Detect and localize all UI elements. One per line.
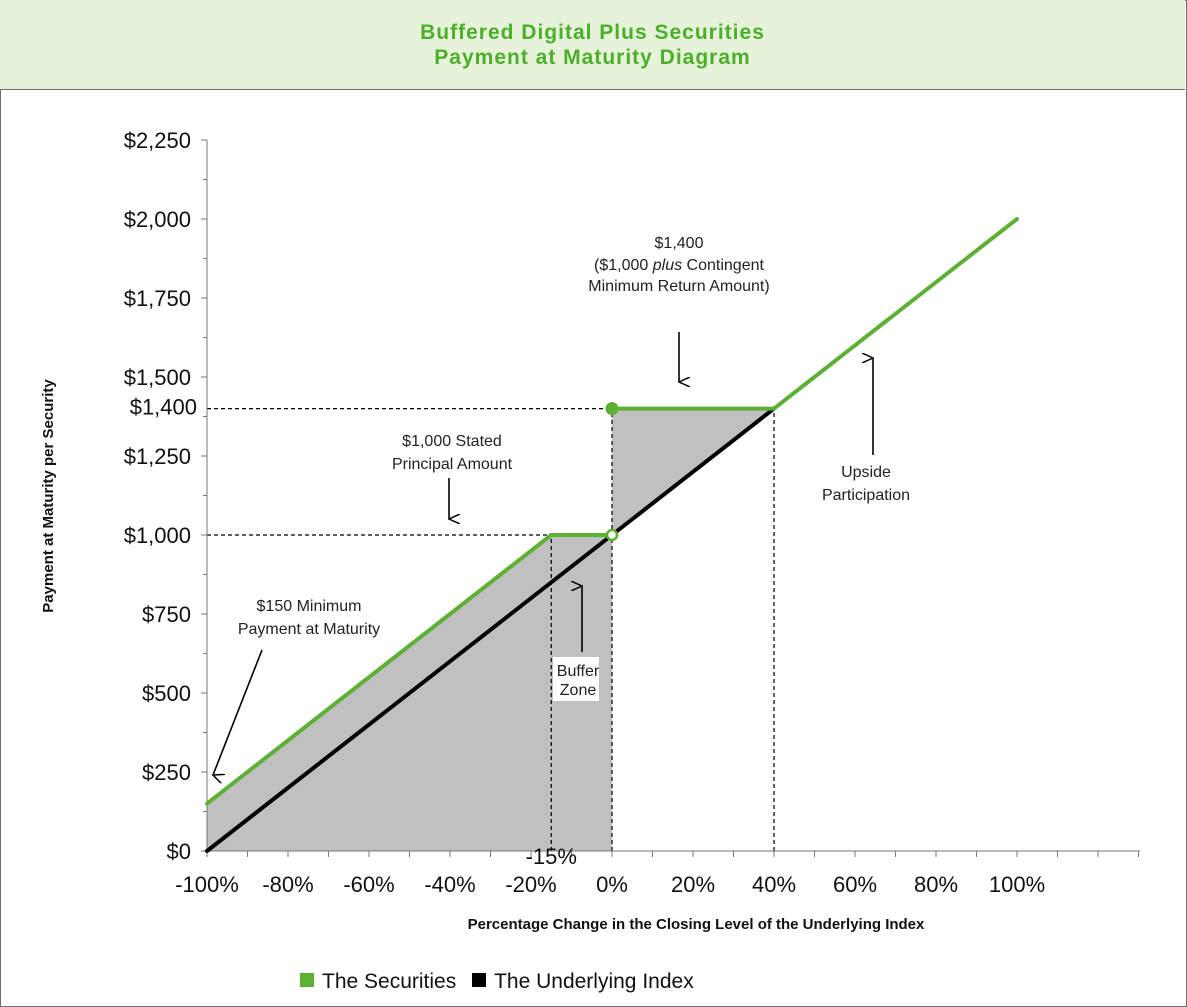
series-line-underlying-index: [205, 406, 776, 853]
annotation-buffer-zone: Buffer Zone: [553, 586, 600, 701]
x-tick-label: 20%: [671, 872, 715, 897]
x-tick-label: -40%: [424, 872, 475, 897]
annotation-contingent-line2: ($1,000 plus Contingent: [594, 257, 764, 274]
x-extra-label: -15%: [526, 844, 577, 869]
y-tick-label: $250: [142, 760, 191, 785]
legend-label-index: The Underlying Index: [494, 970, 694, 993]
x-tick-label: 60%: [833, 872, 877, 897]
x-tick-label: -80%: [262, 872, 313, 897]
x-tick-label: 0%: [596, 872, 628, 897]
y-extra-label: $1,400: [130, 395, 197, 420]
annotation-contingent-line3: Minimum Return Amount): [588, 278, 769, 295]
annotation-stated-principal-line2: Principal Amount: [392, 456, 513, 473]
y-tick-label: $0: [167, 839, 191, 864]
annotation-buffer-zone-line2: Zone: [560, 682, 597, 699]
annotation-contingent-line1: $1,400: [655, 235, 704, 252]
chart-legend: The Securities The Underlying Index: [300, 970, 704, 994]
annotation-stated-principal: $1,000 Stated Principal Amount: [392, 433, 513, 519]
y-axis-label: Payment at Maturity per Security: [40, 379, 57, 613]
annotation-min-payment-line2: Payment at Maturity: [238, 621, 380, 638]
y-tick-label: $1,750: [124, 286, 191, 311]
chart-subtitle: Payment at Maturity Diagram: [434, 46, 751, 69]
annotation-upside-line1: Upside: [841, 464, 891, 481]
x-tick-label: -60%: [343, 872, 394, 897]
y-tick-label: $500: [142, 681, 191, 706]
annotation-stated-principal-line1: $1,000 Stated: [402, 433, 502, 450]
annotation-contingent: $1,400 ($1,000 plus Contingent Minimum R…: [588, 235, 770, 382]
chart-header: Buffered Digital Plus Securities Payment…: [0, 0, 1185, 90]
x-tick-label: 100%: [989, 872, 1045, 897]
x-tick-label: -20%: [505, 872, 556, 897]
annotation-upside: Upside Participation: [822, 358, 910, 504]
y-tick-label: $2,000: [124, 207, 191, 232]
y-tick-label: $750: [142, 602, 191, 627]
y-tick-label: $1,500: [124, 365, 191, 390]
annotation-min-payment-line1: $150 Minimum: [257, 598, 362, 615]
x-tick-label: 80%: [914, 872, 958, 897]
axis-ticks: $0 $250 $500 $750 $1,000 $1,250 $1,500 $1,750 $2…: [124, 128, 1139, 897]
legend-swatch-index: [472, 973, 487, 987]
legend-label-securities: The Securities: [322, 970, 457, 993]
series-markers: [605, 402, 619, 542]
chart-title: Buffered Digital Plus Securities: [420, 21, 765, 44]
annotation-buffer-zone-line1: Buffer: [557, 663, 600, 680]
annotation-min-payment: $150 Minimum Payment at Maturity: [213, 598, 380, 775]
series-lines: [205, 217, 1019, 853]
x-tick-label: -100%: [175, 872, 239, 897]
legend-item-index: The Underlying Index: [472, 970, 694, 993]
legend-swatch-securities: [300, 973, 314, 987]
x-axis-label: Percentage Change in the Closing Level o…: [468, 916, 925, 933]
annotation-min-payment-arrow: [213, 649, 263, 775]
legend-item-securities: The Securities: [300, 970, 456, 993]
securities-marker-open: [605, 528, 619, 542]
y-tick-label: $2,250: [124, 128, 191, 153]
series-line-securities-segment-4: [772, 217, 1019, 411]
x-tick-label: 40%: [752, 872, 796, 897]
series-line-securities-segment-1: [205, 533, 554, 806]
securities-marker-filled: [605, 402, 619, 416]
annotation-upside-line2: Participation: [822, 487, 910, 504]
annotation-buffer-zone-bg: [553, 657, 599, 701]
y-tick-label: $1,250: [124, 444, 191, 469]
y-tick-label: $1,000: [124, 523, 191, 548]
